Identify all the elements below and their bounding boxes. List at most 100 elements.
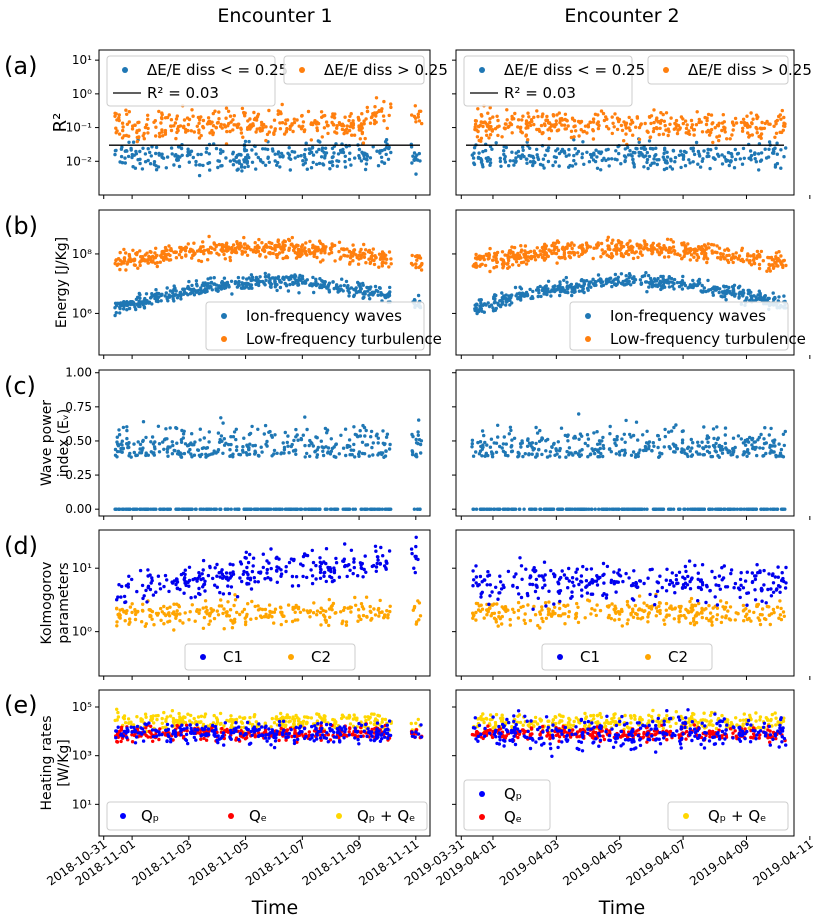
series-high-dissipation-point [121, 125, 125, 129]
series-low-frequency-turbulence-point [745, 258, 749, 262]
series-wave-index-zero-point [113, 507, 117, 511]
series-wave-index-point [232, 430, 237, 434]
series-qp-plus-qe-point [177, 711, 181, 716]
series-low-dissipation-point [270, 147, 275, 151]
series-ion-frequency-waves-point [206, 277, 210, 281]
series-c2-point [193, 619, 197, 623]
series-wave-index-point [190, 432, 194, 436]
series-high-dissipation-point [231, 128, 235, 132]
series-low-dissipation-point [756, 152, 761, 156]
series-low-dissipation-point [317, 147, 321, 152]
series-ion-frequency-waves-point [353, 288, 357, 292]
series-wave-index-point [144, 435, 148, 440]
series-qe-point [293, 729, 297, 733]
series-low-dissipation-point [671, 149, 676, 153]
series-low-dissipation-point [736, 151, 741, 156]
series-high-dissipation-point [507, 124, 511, 129]
series-c2-point [178, 619, 182, 623]
series-low-frequency-turbulence-point [323, 247, 327, 251]
series-high-dissipation-point [741, 126, 745, 130]
series-low-frequency-turbulence-point [214, 243, 219, 248]
series-ion-frequency-waves-point [138, 296, 142, 300]
series-c1-point [231, 563, 235, 567]
series-c1-point [364, 570, 368, 574]
series-low-frequency-turbulence-point [163, 252, 167, 257]
series-high-dissipation-point [326, 131, 330, 136]
series-low-frequency-turbulence-point [264, 255, 268, 259]
series-high-dissipation-point [125, 112, 129, 117]
series-low-dissipation-point [305, 167, 309, 171]
series-high-dissipation-point [593, 112, 598, 117]
series-low-dissipation-point [519, 156, 523, 160]
series-wave-index-zero-point [261, 507, 266, 511]
series-qp-point [257, 722, 261, 726]
series-low-dissipation-point [267, 160, 271, 164]
series-c1-point [228, 571, 232, 575]
series-qp-plus-qe-point [364, 718, 368, 723]
series-high-dissipation-point [157, 109, 161, 114]
series-low-dissipation-point [702, 149, 706, 153]
series-qe-point [115, 739, 119, 744]
series-low-dissipation-point [187, 160, 191, 164]
series-qp-point [189, 726, 193, 731]
series-low-dissipation-point [775, 152, 779, 156]
series-low-frequency-turbulence-point [539, 252, 543, 257]
series-low-dissipation-point [177, 164, 182, 169]
series-low-dissipation-point [382, 161, 387, 165]
series-low-frequency-turbulence-point [696, 245, 701, 249]
series-wave-index-point [235, 445, 239, 449]
series-c2-point [115, 624, 119, 628]
series-qp-point [419, 735, 424, 739]
series-wave-index-point [418, 442, 423, 447]
axes-frame [98, 529, 431, 677]
series-c1-point [217, 571, 221, 575]
series-wave-index-point [410, 449, 414, 453]
series-low-frequency-turbulence-point [572, 243, 576, 247]
series-wave-index-point [352, 442, 356, 447]
series-qp-point [136, 731, 140, 735]
series-qp-point [263, 725, 267, 730]
series-wave-index-point [221, 421, 225, 425]
series-high-dissipation-point [248, 127, 252, 131]
series-ion-frequency-waves-point [190, 283, 194, 288]
series-c1-point [242, 569, 246, 574]
series-qp-point [272, 735, 276, 740]
series-wave-index-point [138, 442, 143, 447]
series-high-dissipation-point [360, 126, 364, 130]
series-low-dissipation-point [276, 152, 280, 156]
series-low-frequency-turbulence-point [359, 255, 363, 259]
series-low-frequency-turbulence-point [703, 244, 708, 249]
series-wave-index-point [360, 440, 365, 444]
series-wave-index-zero-point [180, 507, 185, 511]
series-qp-plus-qe-point [186, 712, 190, 716]
y-axis-label: Energy [J/Kg] [54, 237, 70, 328]
series-ion-frequency-waves-point [236, 275, 241, 280]
series-low-dissipation-point [567, 147, 571, 152]
series-qp-point [353, 736, 357, 740]
series-qp-plus-qe-point [189, 713, 193, 718]
series-ion-frequency-waves-point [168, 294, 172, 298]
series-low-frequency-turbulence-point [619, 251, 623, 256]
series-qp-point [272, 745, 277, 750]
series-high-dissipation-point [413, 116, 418, 121]
series-high-dissipation-point [555, 113, 559, 117]
series-wave-index-point [117, 428, 121, 432]
series-ion-frequency-waves-point [296, 278, 300, 283]
x-axis-label-1: Time [251, 897, 299, 919]
series-high-dissipation-point [172, 124, 176, 128]
series-c2-point [260, 607, 265, 612]
series-high-dissipation-point [256, 112, 261, 117]
series-low-dissipation-point [568, 163, 572, 168]
series-wave-index-zero-point [274, 507, 278, 511]
series-wave-index-point [310, 441, 314, 446]
series-low-frequency-turbulence-point [246, 246, 250, 250]
series-low-dissipation-point [722, 155, 727, 159]
series-c1-point [193, 595, 197, 599]
series-high-dissipation-point [235, 125, 240, 130]
series-low-dissipation-point [595, 166, 600, 170]
series-low-frequency-turbulence-point [371, 247, 375, 251]
series-low-frequency-turbulence-point [275, 253, 279, 257]
series-wave-index-point [410, 432, 414, 437]
series-low-dissipation-point [619, 162, 623, 166]
series-qe-point [151, 739, 155, 743]
